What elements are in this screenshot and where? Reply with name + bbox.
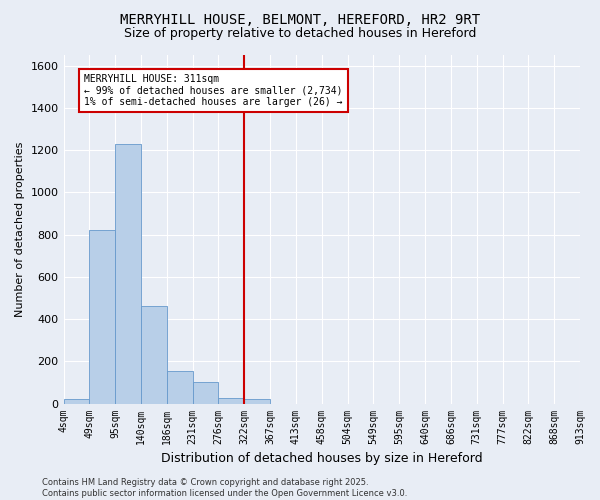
- Bar: [89, 230, 115, 404]
- X-axis label: Distribution of detached houses by size in Hereford: Distribution of detached houses by size …: [161, 452, 482, 465]
- Y-axis label: Number of detached properties: Number of detached properties: [15, 142, 25, 317]
- Bar: [218, 398, 244, 404]
- Bar: [141, 306, 167, 404]
- Text: MERRYHILL HOUSE: 311sqm
← 99% of detached houses are smaller (2,734)
1% of semi-: MERRYHILL HOUSE: 311sqm ← 99% of detache…: [84, 74, 343, 107]
- Text: MERRYHILL HOUSE, BELMONT, HEREFORD, HR2 9RT: MERRYHILL HOUSE, BELMONT, HEREFORD, HR2 …: [120, 12, 480, 26]
- Bar: [167, 371, 193, 404]
- Bar: [64, 400, 89, 404]
- Text: Size of property relative to detached houses in Hereford: Size of property relative to detached ho…: [124, 28, 476, 40]
- Bar: [193, 382, 218, 404]
- Bar: [115, 144, 141, 404]
- Text: Contains HM Land Registry data © Crown copyright and database right 2025.
Contai: Contains HM Land Registry data © Crown c…: [42, 478, 407, 498]
- Bar: [244, 400, 270, 404]
